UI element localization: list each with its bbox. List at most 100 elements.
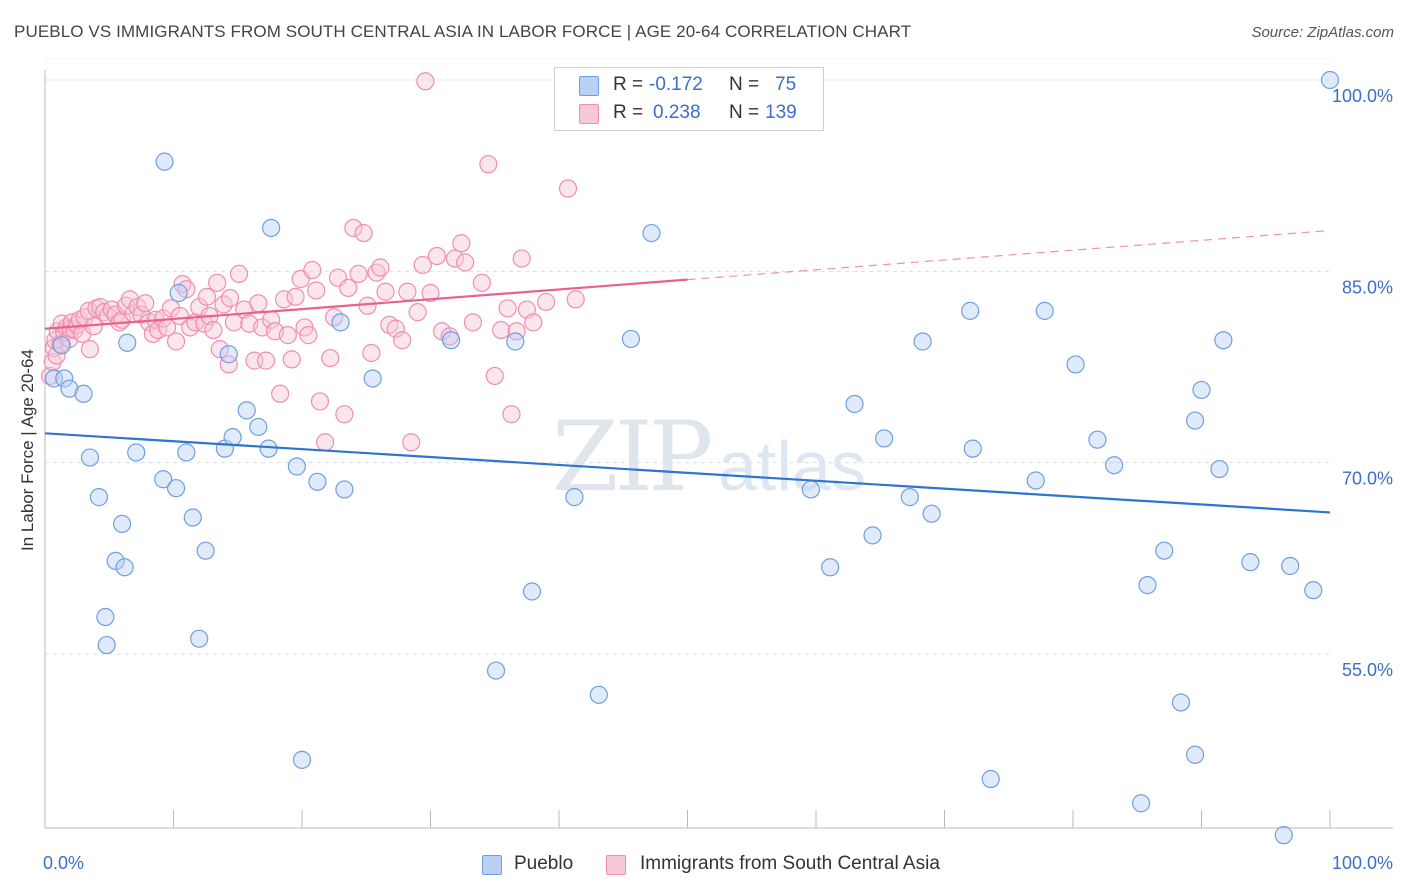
y-tick-label: 70.0%	[1342, 469, 1393, 489]
pueblo-point	[621, 329, 641, 349]
immigrant-point	[181, 318, 200, 337]
pueblo-point	[55, 369, 74, 388]
chart-source: Source: ZipAtlas.com	[1251, 24, 1394, 41]
pueblo-point	[1035, 301, 1054, 320]
pueblo-point	[183, 508, 202, 527]
pueblo-point	[335, 480, 354, 499]
pueblo-point	[1185, 411, 1205, 430]
pueblo-point	[1241, 553, 1260, 572]
pueblo-point	[522, 582, 542, 601]
immigrant-trend-line-extension	[687, 229, 1331, 281]
pueblo-point	[262, 218, 281, 238]
immigrant-point	[321, 348, 340, 368]
pueblo-point	[913, 332, 932, 351]
pueblo-point	[1210, 459, 1229, 479]
stats-n-label-blue: N =	[729, 74, 760, 95]
immigrant-point	[132, 305, 151, 324]
immigrant-point	[358, 296, 377, 315]
pueblo-point	[821, 558, 840, 577]
immigrant-point	[256, 351, 276, 370]
stats-box: R = -0.172 N = 75 R = 0.238 N = 139	[554, 67, 824, 131]
pueblo-point	[196, 541, 215, 560]
immigrant-point	[386, 319, 405, 338]
pueblo-trend-line	[44, 432, 1331, 514]
immigrant-point	[249, 294, 268, 313]
watermark-atlas: atlas	[718, 427, 866, 505]
immigrant-trend-line	[44, 278, 688, 330]
pueblo-point	[308, 472, 327, 491]
pueblo-point	[97, 635, 116, 655]
stats-row-pink: R = 0.238 N = 139	[579, 102, 819, 126]
pueblo-point	[1171, 693, 1191, 712]
chart-title: PUEBLO VS IMMIGRANTS FROM SOUTH CENTRAL …	[14, 22, 912, 41]
grid-lines	[45, 57, 1330, 655]
pueblo-point	[118, 333, 137, 352]
immigrant-point	[479, 155, 498, 174]
pueblo-point	[1281, 556, 1300, 576]
pueblo-point	[922, 504, 941, 523]
pueblo-point	[60, 379, 79, 398]
immigrant-point	[421, 283, 440, 303]
x-tick-label-min: 0.0%	[43, 853, 84, 873]
immigrant-point	[120, 290, 139, 309]
immigrant-point	[310, 392, 330, 411]
immigrant-point	[197, 287, 217, 306]
immigrant-point	[427, 246, 447, 266]
immigrant-point	[463, 313, 483, 332]
immigrant-point	[282, 350, 301, 369]
immigrant-point	[371, 258, 390, 277]
x-tick-label-max: 100.0%	[1332, 853, 1393, 873]
pueblo-point	[44, 369, 64, 388]
stats-n-value-pink: 139	[765, 102, 797, 123]
pueblo-point	[127, 443, 146, 462]
immigrant-point	[339, 278, 358, 298]
immigrant-point	[354, 223, 373, 243]
pueblo-point	[1192, 380, 1211, 400]
watermark-zip: ZIP	[552, 401, 711, 513]
pueblo-point	[166, 479, 186, 498]
immigrant-point	[229, 264, 249, 283]
stats-swatch-pink	[579, 104, 599, 124]
pueblo-point	[875, 429, 894, 448]
immigrant-point	[456, 253, 475, 272]
immigrant-point	[210, 340, 229, 359]
pueblo-point	[565, 488, 584, 507]
pueblo-point	[801, 480, 820, 499]
immigrant-point	[51, 334, 70, 354]
stats-swatch-blue	[579, 76, 599, 96]
stats-r-value-pink: 0.238	[653, 102, 701, 123]
immigrant-point	[335, 405, 354, 424]
stats-r-value-blue: -0.172	[649, 74, 703, 95]
pueblo-point	[589, 685, 608, 704]
pueblo-point	[331, 313, 350, 332]
pueblo-point	[863, 526, 882, 545]
immigrant-point	[445, 249, 465, 268]
immigrant-point	[220, 289, 240, 308]
immigrant-point	[278, 326, 297, 345]
immigrant-point	[307, 281, 326, 300]
pueblo-point	[96, 607, 115, 627]
immigrant-point	[362, 343, 381, 363]
pueblo-point	[237, 401, 256, 420]
legend-label-immigrants: Immigrants from South Central Asia	[640, 853, 940, 874]
stats-n-value-blue: 75	[775, 74, 797, 95]
trend-lines	[44, 229, 1331, 514]
pueblo-point	[74, 384, 93, 403]
immigrant-point	[512, 249, 531, 268]
immigrant-point	[47, 346, 66, 365]
immigrant-point	[219, 355, 238, 374]
immigrant-point	[537, 292, 556, 312]
pueblo-point	[981, 769, 1000, 789]
pueblo-point	[219, 345, 238, 364]
immigrant-point	[136, 294, 155, 313]
immigrant-point	[413, 255, 432, 275]
pueblo-point	[1304, 581, 1323, 600]
immigrant-point	[498, 299, 517, 318]
immigrant-point	[452, 234, 471, 253]
y-axis-label: In Labor Force | Age 20-64	[18, 349, 37, 551]
legend-swatch-immigrants	[606, 855, 626, 875]
pueblo-point	[106, 551, 125, 570]
pueblo-point	[1105, 456, 1124, 475]
pueblo-point	[441, 331, 461, 350]
pueblo-point	[154, 470, 173, 489]
